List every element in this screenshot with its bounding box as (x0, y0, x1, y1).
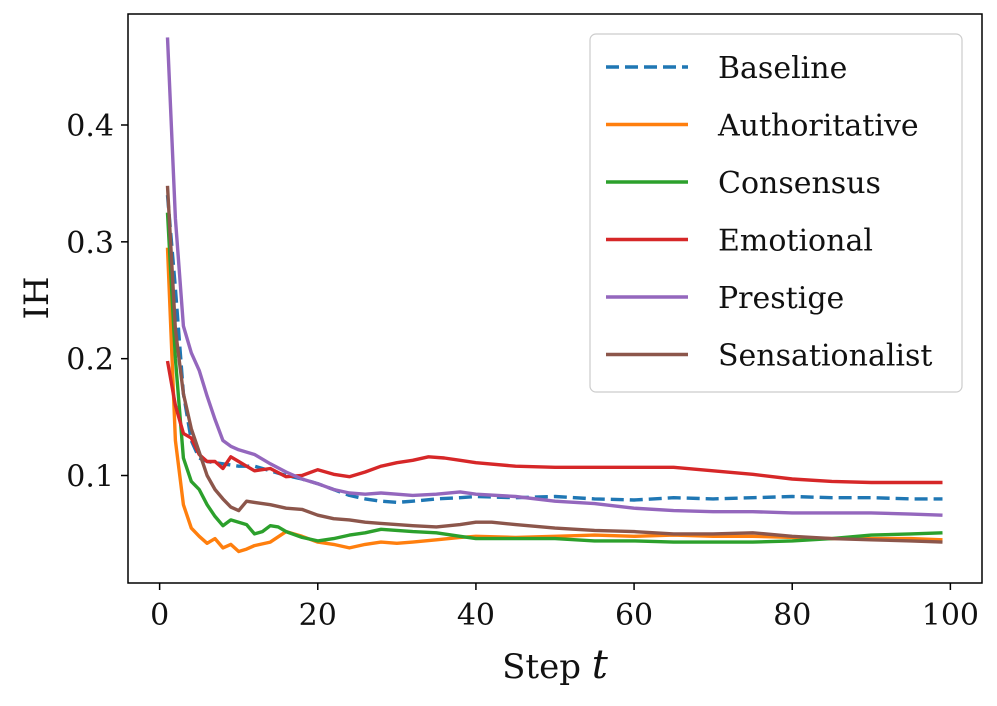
legend-label: Prestige (718, 281, 844, 316)
series-line-baseline (165, 194, 943, 505)
y-tick-label: 0.1 (66, 460, 114, 495)
x-tick-label: 0 (150, 598, 169, 633)
series-line-emotional (165, 360, 943, 485)
y-axis-label: IH (17, 276, 57, 319)
legend-item-baseline: Baseline (606, 51, 847, 86)
legend-item-authoritative: Authoritative (606, 109, 919, 144)
legend-label: Baseline (718, 51, 847, 86)
x-axis-label-variable: t (592, 642, 609, 688)
x-tick-label: 20 (299, 598, 337, 633)
series-line-consensus (165, 212, 943, 544)
legend-item-consensus: Consensus (606, 166, 881, 201)
legend-item-sensationalist: Sensationalist (606, 339, 932, 374)
legend-item-emotional: Emotional (606, 224, 873, 259)
legend-label: Sensationalist (718, 339, 932, 374)
x-tick-label: 60 (615, 598, 653, 633)
plot-frame (127, 13, 983, 584)
x-tick-label: 40 (457, 598, 495, 633)
y-tick-label: 0.3 (66, 226, 114, 261)
x-tick-label: 80 (773, 598, 811, 633)
y-axis: 0.1 0.2 0.3 0.4 (66, 109, 128, 495)
y-tick-label: 0.2 (66, 343, 114, 378)
y-tick-label: 0.4 (66, 109, 114, 144)
legend-label: Consensus (718, 166, 881, 201)
legend-label: Emotional (718, 224, 873, 259)
legend-item-prestige: Prestige (606, 281, 844, 316)
x-axis-label: Step t (502, 642, 609, 688)
series-line-authoritative (165, 247, 943, 554)
legend-label: Authoritative (717, 109, 919, 144)
legend: Baseline Authoritative Consensus Emotional P… (589, 33, 963, 393)
x-axis: 0 20 40 60 80 100 (150, 583, 979, 633)
x-tick-label: 100 (922, 598, 979, 633)
series-line-prestige (165, 37, 943, 517)
x-axis-label-text: Step (502, 647, 581, 687)
series-line-sensationalist (165, 185, 943, 544)
plot-lines-group (165, 37, 943, 554)
